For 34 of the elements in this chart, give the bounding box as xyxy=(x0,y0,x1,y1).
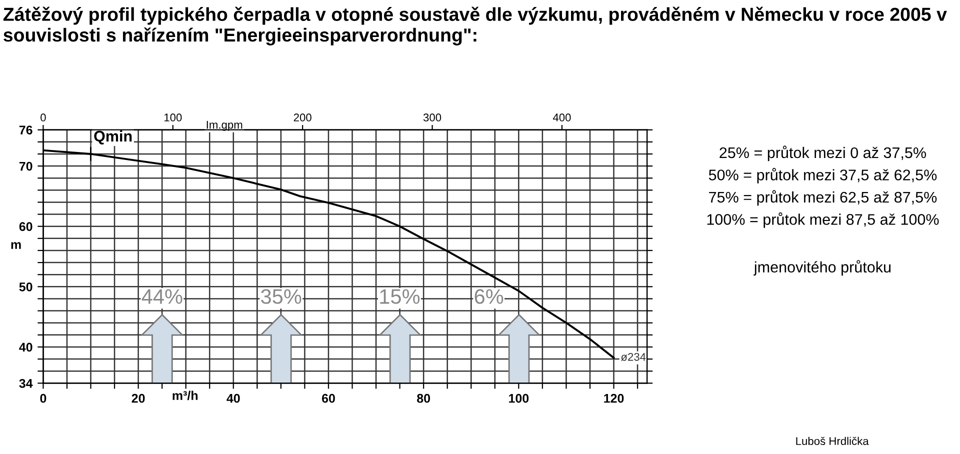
x2-tick-label: 300 xyxy=(423,114,442,122)
x-tick-label: 40 xyxy=(226,394,240,403)
annotation: 15% xyxy=(380,289,420,304)
annotation: 35% xyxy=(261,289,302,304)
x2-axis-title: Im.gpm xyxy=(206,120,242,131)
text: 100% = průtok mezi 87,5 až 100% xyxy=(707,212,939,228)
y-tick-label: 60 xyxy=(19,222,32,232)
x-tick-label: 80 xyxy=(417,394,430,403)
y-axis-title: m xyxy=(11,242,21,249)
annotation: ø234 xyxy=(620,352,646,361)
x2-tick-label: 0 xyxy=(40,114,46,122)
text: 25% = průtok mezi 0 až 37,5% xyxy=(720,146,926,162)
y-tick-label: 50 xyxy=(19,282,32,292)
annotation: Qmin xyxy=(94,130,132,144)
text: 75% = průtok mezi 62,5 až 87,5% xyxy=(709,190,937,206)
x-tick-label: 0 xyxy=(40,394,46,403)
x2-tick-label: 400 xyxy=(552,114,571,122)
y-tick-label: 34 xyxy=(19,378,33,388)
x-tick-label: 100 xyxy=(509,394,529,403)
text: jmenovitého průtoku xyxy=(754,260,890,276)
annotation: 6% xyxy=(474,289,504,304)
text: 50% = průtok mezi 37,5 až 62,5% xyxy=(708,168,937,184)
x2-tick-label: 100 xyxy=(164,114,182,122)
y-tick-label: 40 xyxy=(19,342,32,352)
x2-tick-label: 200 xyxy=(294,114,312,122)
y-tick-label: 70 xyxy=(19,162,32,171)
annotation: 44% xyxy=(142,289,182,304)
chart-title: Zátěžový profil typického čerpadla v otopné soustavě dle výzkumu, prováděném v Německu v roce 2005 v souvislosti s nařízením "Energieeinsparverordnung": xyxy=(3,6,947,46)
y-tick-label: 76 xyxy=(19,126,32,134)
x-tick-label: 20 xyxy=(132,394,145,403)
x-axis-title: m³/h xyxy=(172,390,198,400)
text: Luboš Hrdlička xyxy=(796,436,869,446)
x-tick-label: 60 xyxy=(322,394,335,403)
x-tick-label: 120 xyxy=(604,394,624,403)
